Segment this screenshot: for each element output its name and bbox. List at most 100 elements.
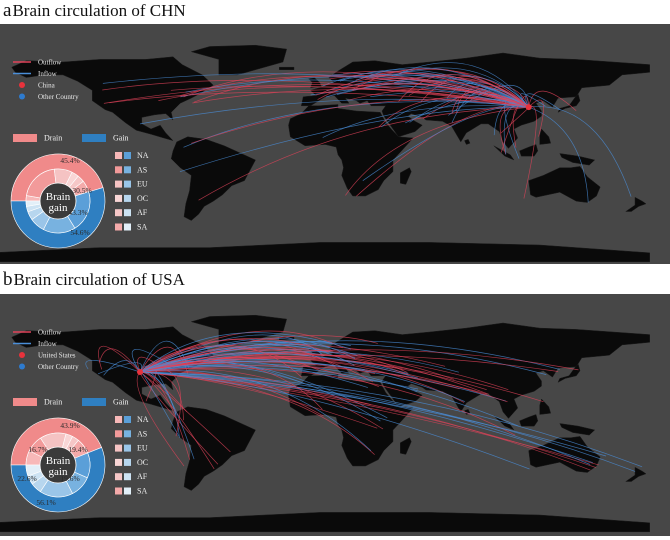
continent-label-af: AF [137, 208, 148, 217]
continent-gain-swatch [124, 473, 131, 481]
inflow-line [139, 332, 351, 373]
flow-legend: Outflow Inflow United States Other Country [13, 329, 79, 371]
inflow-line [139, 340, 358, 373]
landmass-japan [557, 363, 581, 383]
inflow-line [139, 371, 591, 465]
continent-label-eu: EU [137, 444, 148, 453]
inflow-line [322, 105, 529, 138]
continent-drain-swatch [115, 444, 122, 452]
legend-home-country-label: China [38, 82, 56, 90]
inflow-line [131, 349, 170, 373]
continent-gain-swatch [124, 152, 131, 159]
inflow-line [179, 106, 529, 173]
landmass-africa [288, 104, 414, 197]
gain-swatch [82, 398, 106, 406]
inflow-line [139, 366, 419, 390]
donut-center [39, 182, 77, 220]
outflow-line [528, 90, 577, 111]
legend-home-country-swatch [19, 352, 25, 358]
inflow-line [139, 371, 530, 470]
legend-outflow-label: Outflow [38, 329, 62, 337]
landmass-antarctica-edge [0, 512, 650, 533]
continent-gain-swatch [124, 194, 131, 202]
landmass-madagascar [400, 437, 412, 455]
continent-drain-swatch [115, 194, 122, 202]
inflow-line [185, 79, 529, 108]
donut-percentage-label: 54.6% [70, 228, 89, 237]
inflow-line [362, 105, 529, 181]
landmass-new-guinea [559, 423, 596, 436]
legend-home-country-label: United States [38, 352, 76, 360]
landmass-australia [528, 166, 601, 203]
continent-drain-swatch [115, 458, 122, 466]
inflow-line [139, 371, 594, 464]
landmass-sri-lanka [464, 138, 471, 145]
legend-other-country-swatch [19, 93, 25, 100]
outflow-line [139, 338, 329, 373]
inflow-line [139, 369, 372, 451]
continent-drain-swatch [115, 180, 122, 188]
continent-label-as: AS [137, 165, 147, 174]
continent-drain-swatch [115, 487, 122, 495]
outflow-line [320, 73, 529, 108]
inflow-line [139, 360, 466, 402]
outflow-line [352, 76, 529, 108]
outflow-line [139, 349, 579, 373]
donut-percentage-label: 43.3% [68, 208, 87, 217]
donut-percentage-label: 43.9% [60, 421, 79, 430]
landmass-philippines [539, 128, 552, 145]
continent-label-na: NA [137, 151, 149, 160]
continent-drain-swatch [115, 430, 122, 438]
continent-drain-swatch [115, 209, 122, 217]
continent-gain-swatch [124, 444, 131, 452]
inflow-line [391, 67, 529, 108]
outflow-line [139, 345, 302, 378]
continent-label-sa: SA [137, 487, 147, 496]
outflow-line [103, 84, 529, 108]
inflow-line [525, 93, 561, 111]
outflow-line [139, 335, 378, 373]
inflow-line [139, 363, 418, 393]
continent-gain-swatch [124, 180, 131, 188]
legend-outflow-label: Outflow [38, 59, 62, 67]
inflow-line [139, 364, 519, 427]
landmass-japan [557, 93, 581, 113]
continent-drain-swatch [115, 166, 122, 174]
legend-inflow-label: Inflow [38, 70, 58, 78]
inflow-line [323, 70, 529, 108]
landmass-new-zealand [625, 466, 647, 482]
outflow-line [408, 79, 529, 108]
panel-b-title-text: Brain circulation of USA [13, 270, 185, 289]
outflow-line [139, 371, 219, 465]
continent-gain-swatch [124, 458, 131, 466]
outflow-line [528, 99, 544, 137]
inflow-line [528, 106, 632, 197]
landmass-new-zealand [625, 196, 647, 212]
continent-label-af: AF [137, 472, 148, 481]
inflow-line [140, 98, 529, 125]
outflow-line [139, 370, 324, 417]
drain-swatch [13, 134, 37, 142]
outflow-line [345, 106, 529, 196]
panel-a-letter: a [3, 0, 12, 21]
donut-center-line1: Brain [46, 191, 71, 203]
legend-inflow-label: Inflow [38, 340, 58, 348]
outflow-line [170, 85, 529, 108]
outflow-line [139, 367, 516, 436]
home-country-hub [525, 104, 532, 111]
outflow-line [363, 71, 529, 108]
outflow-line [139, 349, 408, 373]
donut-percentage-label: 22.6% [17, 474, 36, 483]
gain-label: Gain [113, 134, 129, 143]
outflow-line [398, 74, 529, 108]
inflow-line [85, 359, 141, 373]
donut-percentage-label: 45.4% [60, 156, 79, 165]
panel-b-title: bBrain circulation of USA [3, 269, 185, 291]
landmass-indonesia-borneo [519, 144, 539, 157]
landmass-madagascar [400, 167, 412, 185]
continent-label-oc: OC [137, 194, 148, 203]
landmass-antarctica-edge [0, 242, 650, 263]
continent-label-sa: SA [137, 223, 147, 232]
panel-a-title: aBrain circulation of CHN [3, 0, 186, 22]
outflow-line [139, 371, 191, 460]
